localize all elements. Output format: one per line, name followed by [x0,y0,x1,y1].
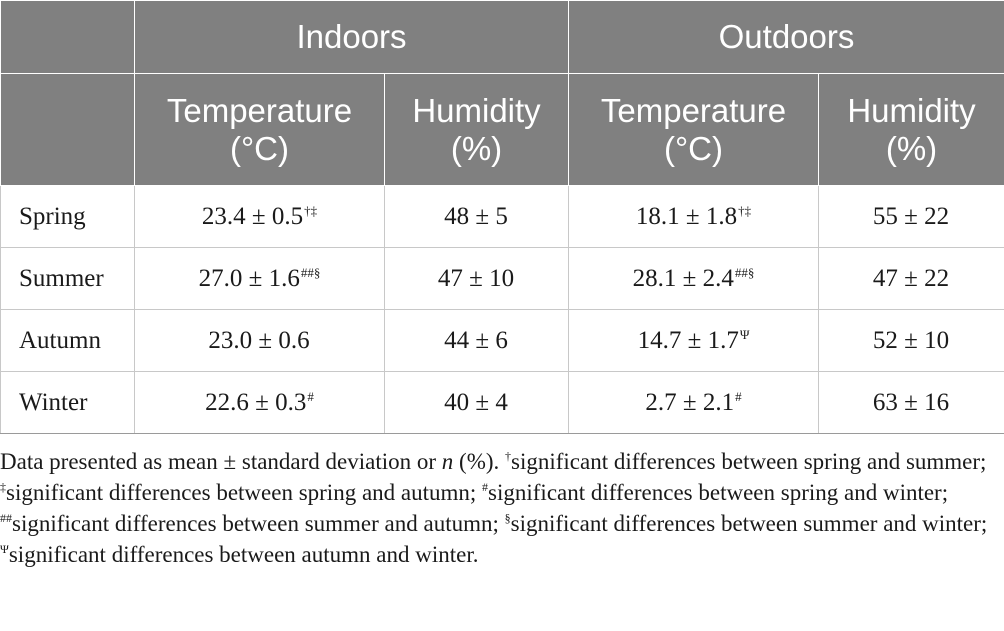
footnote-marker: # [307,388,314,404]
footnote-mark: § [504,511,511,525]
cell-value: 27.0 ± 1.6 [198,264,300,292]
table-body: Spring 23.4 ± 0.5†‡ 48 ± 5 18.1 ± 1.8†‡ … [0,185,1004,434]
header-subheader-row: Temperature (°C) Humidity (%) Temperatur… [0,73,1004,186]
footnote-mark: # [482,480,489,494]
table-row-autumn: Autumn 23.0 ± 0.6 44 ± 6 14.7 ± 1.7Ψ 52 … [0,309,1004,372]
row-label: Autumn [0,309,135,372]
cell-value: 47 ± 10 [437,264,515,292]
header-label-line1: Humidity [412,91,541,129]
header-outdoors-temperature: Temperature (°C) [568,73,820,186]
footnote-text: significant differences between autumn a… [8,542,479,567]
cell-indoors-temperature: 27.0 ± 1.6##§ [134,247,385,310]
cell-outdoors-temperature: 28.1 ± 2.4##§ [568,247,820,310]
cell-indoors-humidity: 40 ± 4 [383,371,570,434]
cell-outdoors-temperature: 14.7 ± 1.7Ψ [568,309,820,372]
cell-value: 52 ± 10 [872,326,950,354]
cell-indoors-temperature: 23.4 ± 0.5†‡ [134,185,385,248]
row-label: Summer [0,247,135,310]
footnote-marker: †‡ [738,202,752,218]
cell-value: 40 ± 4 [444,388,508,416]
header-label-line2: (%) [450,129,503,167]
cell-outdoors-humidity: 47 ± 22 [818,247,1004,310]
header-label-line1: Temperature [166,91,353,129]
cell-value: 23.0 ± 0.6 [208,326,310,354]
footnote-marker: †‡ [304,202,318,218]
header-group-indoors: Indoors [133,0,570,74]
cell-value: 28.1 ± 2.4 [632,264,734,292]
cell-value: 63 ± 16 [872,388,950,416]
cell-outdoors-humidity: 52 ± 10 [818,309,1004,372]
cell-value: 48 ± 5 [444,202,508,230]
cell-outdoors-temperature: 2.7 ± 2.1# [568,371,820,434]
header-indoors-humidity: Humidity (%) [383,73,570,186]
header-label-line2: (°C) [664,129,724,167]
footnote-marker: Ψ [739,326,750,342]
footnote-text: significant differences between spring a… [511,449,987,474]
cell-indoors-temperature: 23.0 ± 0.6 [134,309,385,372]
footnote-mark: † [505,449,512,463]
header-corner-cell [0,0,135,74]
header-corner-cell-lower [0,73,135,186]
cell-value: 23.4 ± 0.5 [201,202,304,230]
header-label-line2: (%) [885,129,938,167]
header-group-outdoors: Outdoors [568,0,1004,74]
footnote-marker: # [735,388,742,404]
header-outdoors-humidity: Humidity (%) [818,73,1004,186]
footnote-mark: ## [0,511,12,525]
footnote-marker: ##§ [300,264,321,280]
cell-indoors-temperature: 22.6 ± 0.3# [134,371,385,434]
header-label-line1: Temperature [600,91,787,129]
table-footnote: Data presented as mean ± standard deviat… [0,446,1000,570]
table-row-summer: Summer 27.0 ± 1.6##§ 47 ± 10 28.1 ± 2.4#… [0,247,1004,310]
footnote-text: significant differences between summer a… [12,511,505,536]
cell-value: 14.7 ± 1.7 [637,326,739,354]
cell-value: 55 ± 22 [872,202,950,230]
row-label: Spring [0,185,135,248]
footnote-text: significant differences between spring a… [6,480,483,505]
footnote-n-symbol: n [441,449,454,474]
footnote-intro-tail: (%). [453,449,506,474]
cell-value: 2.7 ± 2.1 [645,388,735,416]
seasonal-climate-table: Indoors Outdoors Temperature (°C) Humidi… [0,0,1004,434]
footnote-text: significant differences between summer a… [510,511,988,536]
footnote-mark: ‡ [0,480,6,494]
header-label-line2: (°C) [229,129,289,167]
table-row-spring: Spring 23.4 ± 0.5†‡ 48 ± 5 18.1 ± 1.8†‡ … [0,185,1004,248]
cell-value: 18.1 ± 1.8 [635,202,738,230]
footnote-intro: Data presented as mean ± standard deviat… [0,449,442,474]
header-indoors-temperature: Temperature (°C) [134,73,385,186]
cell-indoors-humidity: 47 ± 10 [383,247,570,310]
cell-outdoors-humidity: 55 ± 22 [818,185,1004,248]
footnote-text: significant differences between spring a… [488,480,949,505]
cell-value: 47 ± 22 [872,264,950,292]
table-header: Indoors Outdoors Temperature (°C) Humidi… [0,0,1004,186]
footnote-mark: Ψ [0,542,9,556]
cell-indoors-humidity: 44 ± 6 [383,309,570,372]
row-label: Winter [0,371,135,434]
cell-indoors-humidity: 48 ± 5 [383,185,570,248]
cell-outdoors-humidity: 63 ± 16 [818,371,1004,434]
header-group-row: Indoors Outdoors [0,0,1004,74]
cell-value: 44 ± 6 [444,326,508,354]
table-container: Indoors Outdoors Temperature (°C) Humidi… [0,0,1004,434]
cell-outdoors-temperature: 18.1 ± 1.8†‡ [568,185,820,248]
header-label-line1: Humidity [847,91,976,129]
table-row-winter: Winter 22.6 ± 0.3# 40 ± 4 2.7 ± 2.1# 63 … [0,371,1004,434]
footnote-marker: ##§ [734,264,755,280]
cell-value: 22.6 ± 0.3 [205,388,307,416]
